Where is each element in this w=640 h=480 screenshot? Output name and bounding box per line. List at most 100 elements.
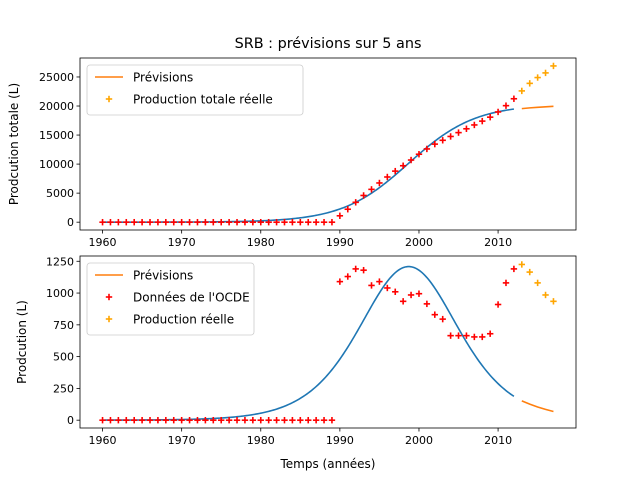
bottom-data-point	[486, 330, 494, 337]
top-data-point	[162, 218, 170, 226]
bottom-chart-markers	[99, 261, 557, 424]
top-data-point	[249, 218, 257, 226]
figure-title: SRB : prévisions sur 5 ans	[235, 36, 422, 52]
top-data-point	[423, 145, 431, 153]
top-data-point	[233, 218, 241, 226]
top-data-point	[376, 179, 383, 187]
bottom-data-point	[233, 416, 241, 424]
top-series-line-3	[102, 108, 515, 223]
top-data-point	[154, 218, 162, 226]
top-data-point	[534, 74, 541, 81]
bottom-x-tick-label: 2010	[484, 434, 512, 447]
top-data-point	[439, 137, 446, 144]
top-data-point	[510, 95, 518, 102]
bottom-data-point	[218, 416, 225, 424]
bottom-data-point	[542, 291, 549, 299]
bottom-data-point	[312, 416, 320, 424]
top-data-point	[360, 192, 367, 199]
bottom-data-point	[471, 333, 478, 341]
top-data-point	[241, 218, 249, 226]
bottom-data-point	[344, 273, 351, 280]
bottom-series-line-0	[521, 400, 554, 413]
bottom-data-point	[415, 290, 423, 297]
bottom-data-point	[336, 278, 344, 285]
top-chart-ylabel: Prodcution totale (L)	[7, 83, 21, 205]
bottom-data-point	[281, 416, 288, 424]
top-data-point	[320, 218, 328, 226]
top-data-point	[344, 206, 351, 213]
bottom-data-point	[320, 416, 328, 424]
top-x-tick-label: 1960	[89, 236, 117, 249]
bottom-chart-panel: 1960 1970 1980 1990 2000 2010 0 250 500 750 1000 12…	[15, 255, 577, 471]
bottom-data-point	[265, 416, 272, 424]
bottom-legend-label: Prévisions	[133, 269, 193, 283]
bottom-data-point	[494, 301, 502, 308]
top-data-point	[225, 218, 233, 226]
bottom-data-point	[297, 416, 304, 424]
top-data-point	[392, 167, 399, 175]
top-y-tick-label: 20000	[39, 100, 74, 113]
bottom-legend-box	[86, 262, 255, 336]
bottom-legend-label: Données de l'OCDE	[133, 291, 250, 305]
top-data-point	[281, 218, 288, 226]
top-data-point	[463, 125, 470, 132]
bottom-data-point	[479, 333, 486, 341]
top-data-point	[210, 218, 217, 226]
top-chart-panel: 1960 1970 1980 1990 2000 2010 0 5000 10000 15000 2…	[7, 57, 577, 249]
bottom-data-point	[249, 416, 257, 424]
bottom-legend-label: Production réelle	[133, 313, 234, 327]
top-legend-marker-swatch	[105, 95, 113, 103]
bottom-data-point	[447, 332, 454, 339]
bottom-data-point	[130, 416, 138, 424]
top-data-point	[328, 218, 336, 226]
top-data-point	[170, 218, 177, 226]
top-data-point	[431, 140, 438, 148]
bottom-data-point	[399, 298, 407, 305]
bottom-data-point	[186, 416, 193, 424]
bottom-data-point	[202, 416, 209, 424]
bottom-data-point	[439, 315, 446, 323]
bottom-data-point	[328, 416, 336, 424]
bottom-data-point	[225, 416, 233, 424]
top-x-tick-label: 1970	[168, 236, 196, 249]
top-legend-box	[86, 64, 304, 116]
top-legend-label: Production totale réelle	[133, 93, 273, 107]
bottom-data-point	[550, 298, 557, 305]
bottom-data-point	[352, 265, 359, 273]
bottom-data-point	[455, 332, 462, 339]
bottom-data-point	[194, 416, 201, 424]
bottom-data-point	[138, 416, 146, 424]
bottom-chart-legend: Prévisions Données de l'OCDE Production ré…	[86, 262, 255, 336]
bottom-legend-marker-swatch	[105, 293, 113, 301]
top-data-point	[265, 218, 272, 226]
top-data-point	[312, 218, 320, 226]
top-data-point	[407, 156, 415, 164]
bottom-y-tick-label: 250	[53, 382, 74, 395]
bottom-data-point	[423, 300, 431, 308]
bottom-data-point	[518, 261, 526, 268]
top-data-point	[123, 218, 130, 226]
bottom-data-point	[510, 265, 518, 273]
bottom-x-tick-label: 1960	[89, 434, 117, 447]
top-data-point	[550, 62, 557, 70]
bottom-y-tick-label: 500	[53, 351, 74, 364]
top-data-point	[273, 218, 280, 226]
top-data-point	[289, 218, 296, 226]
top-data-point	[297, 218, 304, 226]
top-data-point	[336, 212, 344, 219]
bottom-chart-xlabel: Temps (années)	[280, 457, 376, 471]
bottom-y-tick-label: 1250	[46, 255, 74, 268]
top-chart-ticks: 1960 1970 1980 1990 2000 2010 0 5000 10000 15000 2…	[39, 71, 512, 249]
bottom-data-point	[360, 266, 367, 274]
bottom-data-point	[526, 268, 533, 276]
bottom-data-point	[154, 416, 162, 424]
bottom-chart-ylabel: Prodcution (L)	[15, 300, 29, 384]
top-data-point	[115, 218, 122, 226]
top-y-tick-label: 25000	[39, 71, 74, 84]
top-data-point	[138, 218, 146, 226]
bottom-data-point	[273, 416, 280, 424]
top-data-point	[107, 218, 114, 226]
top-chart-legend: Prévisions Production totale réelle	[86, 64, 304, 116]
top-data-point	[384, 173, 391, 181]
